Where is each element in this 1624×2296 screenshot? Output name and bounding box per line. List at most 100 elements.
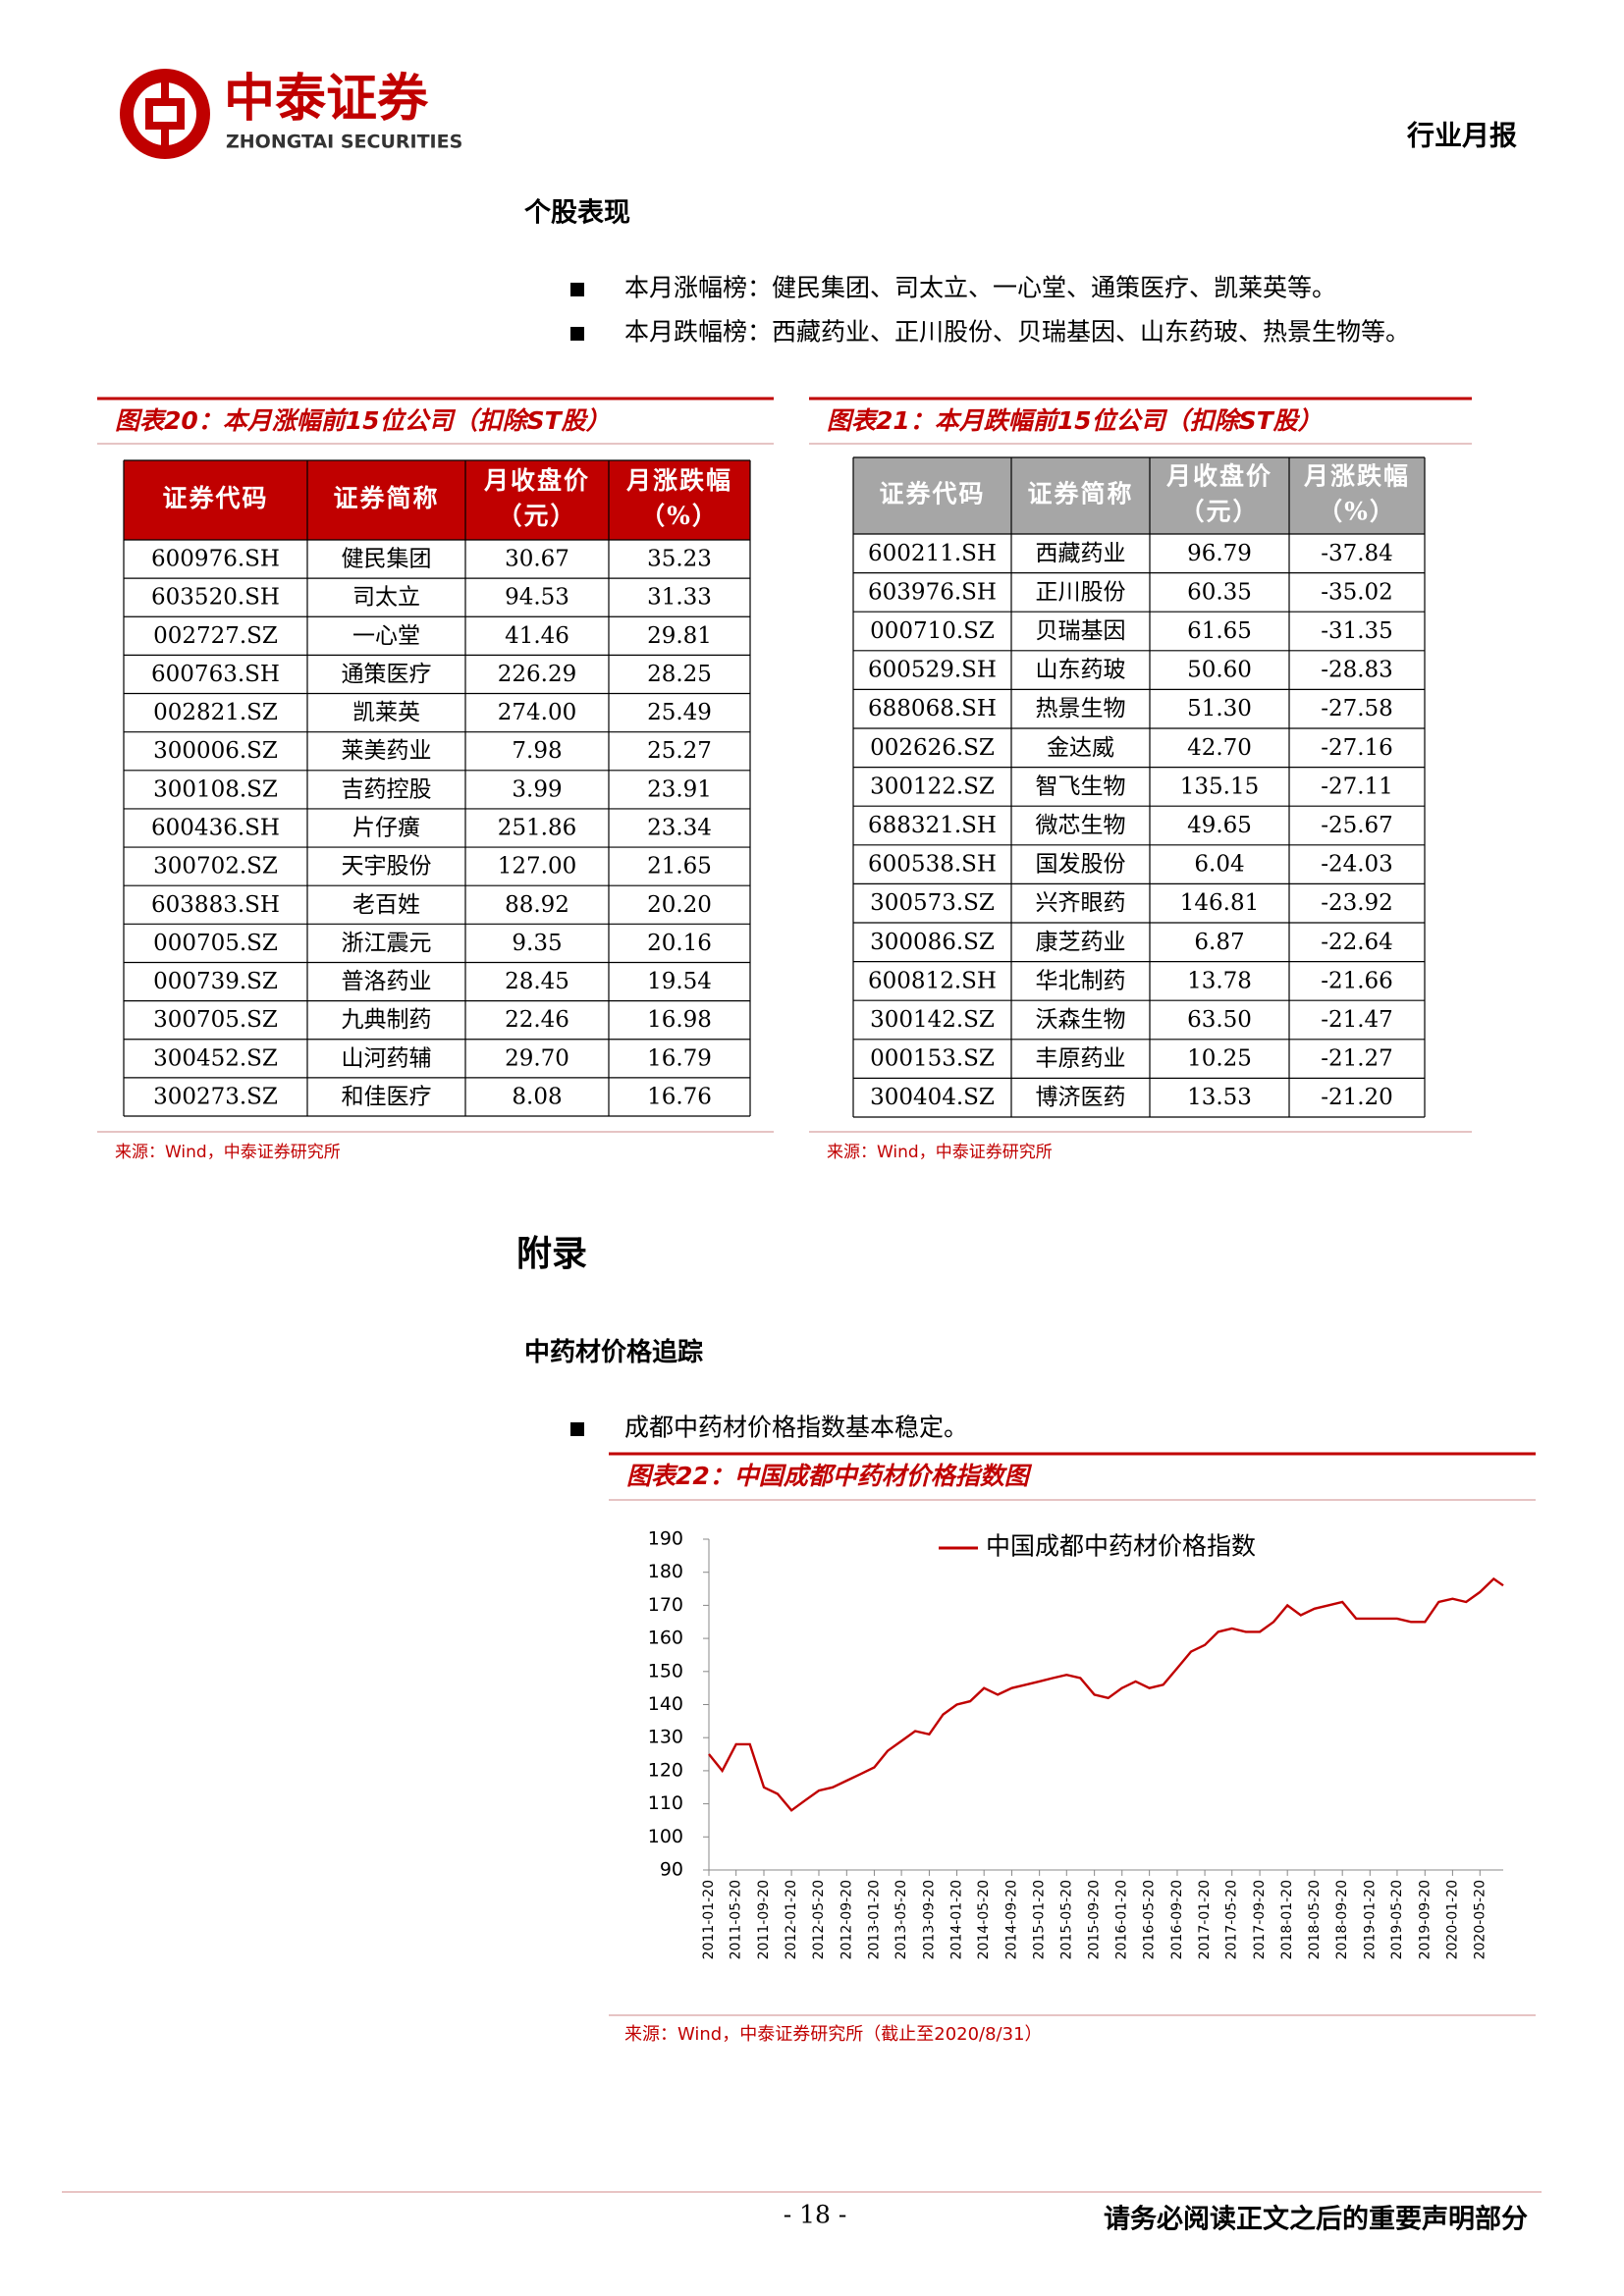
table-header: 月收盘价 xyxy=(1165,462,1272,491)
x-tick-label: 2012-05-20 xyxy=(811,1880,827,1959)
x-tick-label: 2017-09-20 xyxy=(1252,1880,1268,1959)
table-cell: 28.45 xyxy=(505,969,569,994)
table-header-bg xyxy=(124,460,750,540)
table-cell: 10.25 xyxy=(1187,1046,1252,1072)
table-cell: 博济医药 xyxy=(1036,1085,1126,1110)
table-cell: 片仔癀 xyxy=(352,816,420,841)
table-cell: 贝瑞基因 xyxy=(1036,618,1126,644)
table-cell: -24.03 xyxy=(1321,852,1393,878)
table-cell: 浙江震元 xyxy=(342,931,432,956)
report-type: 行业月报 xyxy=(1406,120,1517,152)
y-tick-label: 90 xyxy=(660,1859,683,1881)
table-cell: 和佳医疗 xyxy=(342,1084,432,1109)
table-cell: 002626.SZ xyxy=(870,735,995,761)
section-subtitle: 中药材价格追踪 xyxy=(524,1337,703,1367)
table-cell: 000705.SZ xyxy=(153,931,278,956)
table-cell: 16.76 xyxy=(647,1084,712,1109)
table-cell: 华北制药 xyxy=(1036,968,1126,993)
x-tick-label: 2013-09-20 xyxy=(921,1880,937,1959)
y-tick-label: 150 xyxy=(648,1660,683,1682)
y-tick-label: 100 xyxy=(648,1826,683,1847)
disclaimer: 请务必阅读正文之后的重要声明部分 xyxy=(1104,2204,1528,2235)
table-cell: 微芯生物 xyxy=(1036,813,1126,838)
table-cell: 000710.SZ xyxy=(870,618,995,644)
table-cell: -27.16 xyxy=(1321,735,1393,761)
company-name: 中泰证券 xyxy=(224,70,429,129)
table-cell: 25.49 xyxy=(647,700,712,725)
table-cell: -21.27 xyxy=(1321,1046,1393,1072)
table-header: 月涨跌幅 xyxy=(1303,462,1410,491)
table-header: （%） xyxy=(1318,498,1396,526)
table-cell: 16.79 xyxy=(647,1045,712,1071)
table-header-bg xyxy=(853,457,1425,534)
table-header: 证券简称 xyxy=(1027,480,1133,508)
chart-source: 来源：Wind，中泰证券研究所（截止至2020/8/31） xyxy=(624,2024,1043,2045)
table-cell: 63.50 xyxy=(1187,1007,1252,1033)
y-tick-label: 160 xyxy=(648,1628,683,1649)
x-tick-label: 2011-09-20 xyxy=(756,1880,772,1959)
table-cell: 康芝药业 xyxy=(1036,930,1126,955)
table-header: （元） xyxy=(1179,498,1259,526)
table-cell: 22.46 xyxy=(505,1007,569,1033)
x-tick-label: 2014-09-20 xyxy=(1004,1880,1020,1959)
table-cell: 300573.SZ xyxy=(870,890,995,916)
x-tick-label: 2015-01-20 xyxy=(1032,1880,1048,1959)
table-header: 月涨跌幅 xyxy=(625,466,732,495)
logo xyxy=(120,69,210,159)
y-tick-label: 170 xyxy=(648,1594,683,1616)
table-cell: 88.92 xyxy=(505,892,569,918)
table-header: 证券代码 xyxy=(162,484,268,512)
x-tick-label: 2014-01-20 xyxy=(949,1880,965,1959)
table-cell: 300142.SZ xyxy=(870,1007,995,1033)
table-cell: 28.25 xyxy=(647,662,712,687)
table-cell: 300705.SZ xyxy=(153,1007,278,1033)
table-cell: 42.70 xyxy=(1187,735,1252,761)
x-tick-label: 2015-05-20 xyxy=(1058,1880,1074,1959)
table-cell: -23.92 xyxy=(1321,890,1393,916)
table-cell: 300006.SZ xyxy=(153,738,278,764)
table-cell: -21.20 xyxy=(1321,1085,1393,1110)
table-cell: 通策医疗 xyxy=(342,662,432,687)
x-tick-label: 2020-05-20 xyxy=(1472,1880,1488,1959)
table-cell: 天宇股份 xyxy=(342,854,432,880)
y-tick-label: 190 xyxy=(648,1528,683,1550)
table-cell: -31.35 xyxy=(1321,618,1393,644)
x-tick-label: 2017-01-20 xyxy=(1197,1880,1213,1959)
table-cell: -27.58 xyxy=(1321,696,1393,721)
x-tick-label: 2013-01-20 xyxy=(866,1880,882,1959)
table-cell: -21.66 xyxy=(1321,968,1393,993)
section-title: 个股表现 xyxy=(524,198,630,229)
bullet-text: 本月涨幅榜：健民集团、司太立、一心堂、通策医疗、凯莱英等。 xyxy=(624,274,1336,302)
x-tick-label: 2018-01-20 xyxy=(1279,1880,1295,1959)
y-tick-label: 130 xyxy=(648,1727,683,1748)
y-tick-label: 180 xyxy=(648,1561,683,1582)
table-cell: 60.35 xyxy=(1187,579,1252,605)
table-cell: 300273.SZ xyxy=(153,1084,278,1109)
x-tick-label: 2018-09-20 xyxy=(1334,1880,1350,1959)
table-cell: 688068.SH xyxy=(868,696,997,721)
x-tick-label: 2019-09-20 xyxy=(1417,1880,1433,1959)
table-cell: 7.98 xyxy=(512,738,562,764)
bullet xyxy=(570,1422,584,1436)
bullet xyxy=(570,327,584,341)
section-title: 附录 xyxy=(516,1233,587,1274)
table-cell: 135.15 xyxy=(1180,774,1259,799)
y-tick-label: 120 xyxy=(648,1759,683,1781)
x-tick-label: 2019-05-20 xyxy=(1389,1880,1405,1959)
table-cell: 50.60 xyxy=(1187,658,1252,683)
y-tick-label: 110 xyxy=(648,1792,683,1814)
table-cell: 热景生物 xyxy=(1036,696,1126,721)
table-header: 证券代码 xyxy=(879,480,985,508)
x-tick-label: 2012-01-20 xyxy=(784,1880,799,1959)
table-cell: 29.70 xyxy=(505,1045,569,1071)
table-cell: 300702.SZ xyxy=(153,854,278,880)
table-cell: 600211.SH xyxy=(868,541,997,566)
x-tick-label: 2018-05-20 xyxy=(1307,1880,1323,1959)
table-cell: 3.99 xyxy=(512,776,562,802)
table-cell: 普洛药业 xyxy=(342,969,432,994)
series-line xyxy=(708,1576,1504,1812)
table-header: 月收盘价 xyxy=(483,466,590,495)
table-cell: -35.02 xyxy=(1321,579,1393,605)
